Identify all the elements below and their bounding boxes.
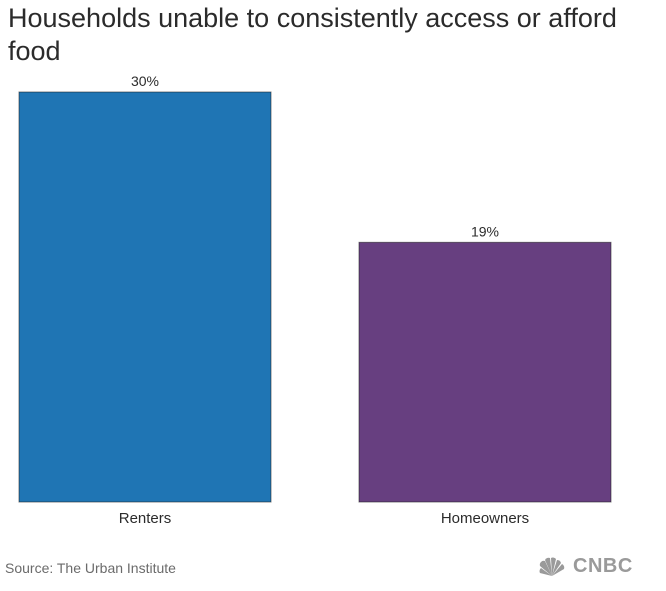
bar-renters xyxy=(18,91,272,503)
category-label-renters: Renters xyxy=(119,510,172,527)
cnbc-logo: CNBC xyxy=(537,555,633,578)
chart-title: Households unable to consistently access… xyxy=(8,3,617,66)
bar-homeowners xyxy=(358,241,612,503)
source-note: Source: The Urban Institute xyxy=(5,560,176,576)
value-label-homeowners: 19% xyxy=(471,223,499,239)
value-label-renters: 30% xyxy=(131,73,159,89)
logo-wordmark: CNBC xyxy=(573,555,633,577)
category-label-homeowners: Homeowners xyxy=(441,510,529,527)
peacock-icon xyxy=(539,557,565,576)
